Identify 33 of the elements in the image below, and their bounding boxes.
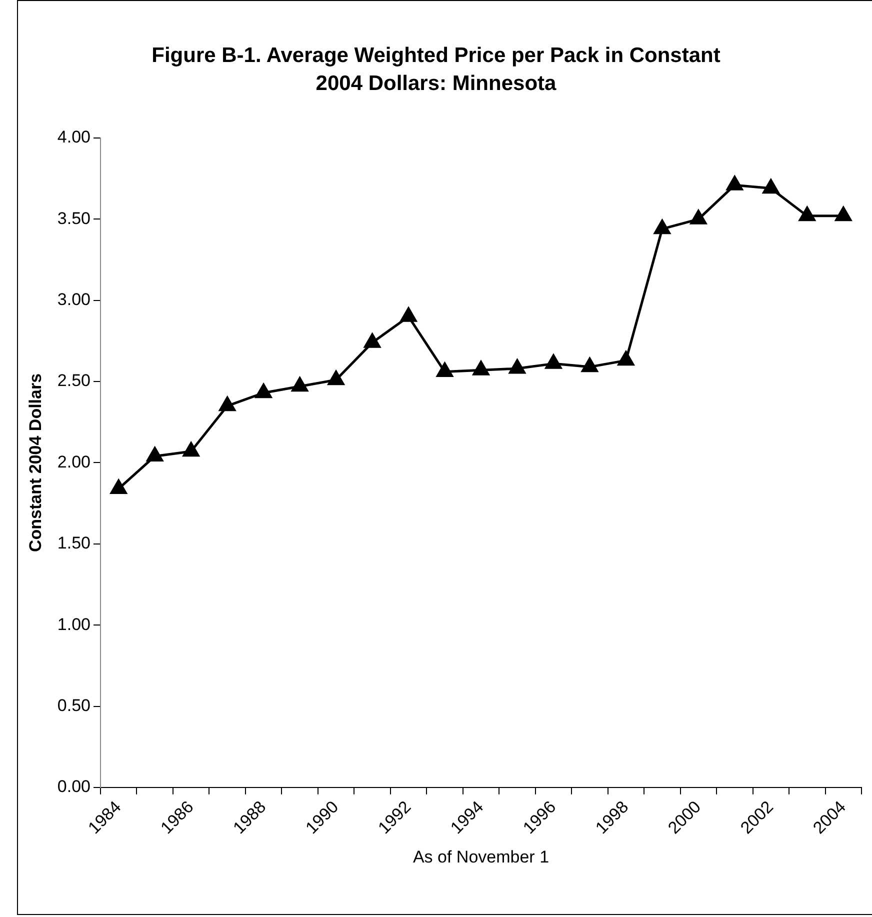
y-tick-label: 3.50 <box>57 208 90 228</box>
point <box>292 377 308 392</box>
y-tick-label: 0.50 <box>57 696 90 715</box>
point <box>835 206 852 222</box>
point <box>472 360 490 376</box>
point <box>328 370 344 386</box>
point <box>582 358 598 372</box>
point <box>182 442 200 457</box>
point <box>436 362 453 378</box>
point <box>545 354 562 369</box>
chart-title: Figure B-1. Average Weighted Price per Pack in Constant 2004 Dollars: Minnesota <box>150 43 722 97</box>
point <box>255 384 272 398</box>
y-tick-label: 2.00 <box>57 452 90 472</box>
y-tick-label: 1.50 <box>57 534 90 553</box>
point <box>762 179 780 194</box>
point <box>219 396 236 412</box>
y-tick-label: 0.00 <box>57 777 90 796</box>
point <box>110 479 127 494</box>
point <box>690 210 707 224</box>
point <box>798 206 816 222</box>
y-tick-label: 2.50 <box>57 371 90 390</box>
y-axis-title: Constant 2004 Dollars <box>26 373 45 552</box>
point <box>509 359 526 374</box>
point <box>146 446 164 462</box>
y-tick-label: 4.00 <box>57 128 90 147</box>
y-tick-label: 1.00 <box>57 614 90 634</box>
point <box>400 307 417 322</box>
point <box>654 220 670 234</box>
point <box>364 333 380 348</box>
point <box>618 351 634 366</box>
x-axis-title: As of November 1 <box>412 847 550 866</box>
point <box>726 176 743 190</box>
y-tick-label: 3.00 <box>57 290 90 310</box>
